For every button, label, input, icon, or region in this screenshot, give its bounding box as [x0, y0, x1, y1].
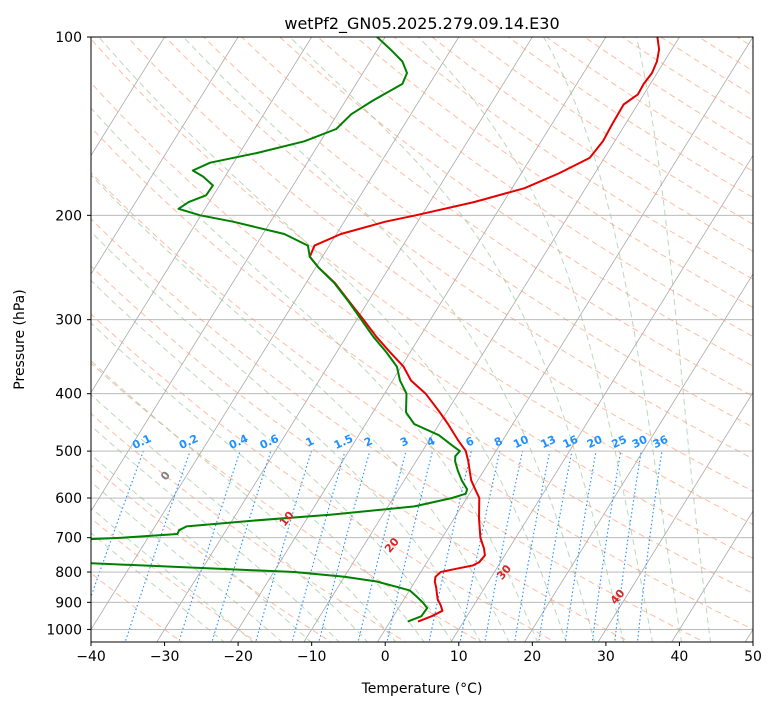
- x-axis-label: Temperature (°C): [361, 681, 483, 697]
- x-tick-label: −30: [150, 649, 180, 665]
- x-tick-label: −10: [297, 649, 327, 665]
- y-tick-label: 700: [55, 531, 82, 547]
- y-tick-label: 200: [55, 208, 82, 224]
- x-tick-label: 20: [523, 649, 541, 665]
- x-tick-label: −40: [76, 649, 106, 665]
- x-tick-label: 40: [670, 649, 688, 665]
- y-tick-label: 800: [55, 565, 82, 581]
- y-tick-label: 1000: [46, 622, 82, 638]
- y-tick-label: 900: [55, 595, 82, 611]
- y-axis-label: Pressure (hPa): [12, 289, 28, 389]
- x-tick-label: −20: [223, 649, 253, 665]
- x-tick-label: 0: [381, 649, 390, 665]
- y-tick-label: 400: [55, 387, 82, 403]
- y-tick-label: 500: [55, 444, 82, 460]
- x-tick-label: 30: [597, 649, 615, 665]
- x-tick-label: 10: [450, 649, 468, 665]
- y-tick-label: 300: [55, 313, 82, 329]
- chart-title: wetPf2_GN05.2025.279.09.14.E30: [284, 14, 559, 34]
- y-tick-label: 600: [55, 491, 82, 507]
- y-tick-label: 100: [55, 30, 82, 46]
- x-tick-label: 50: [744, 649, 762, 665]
